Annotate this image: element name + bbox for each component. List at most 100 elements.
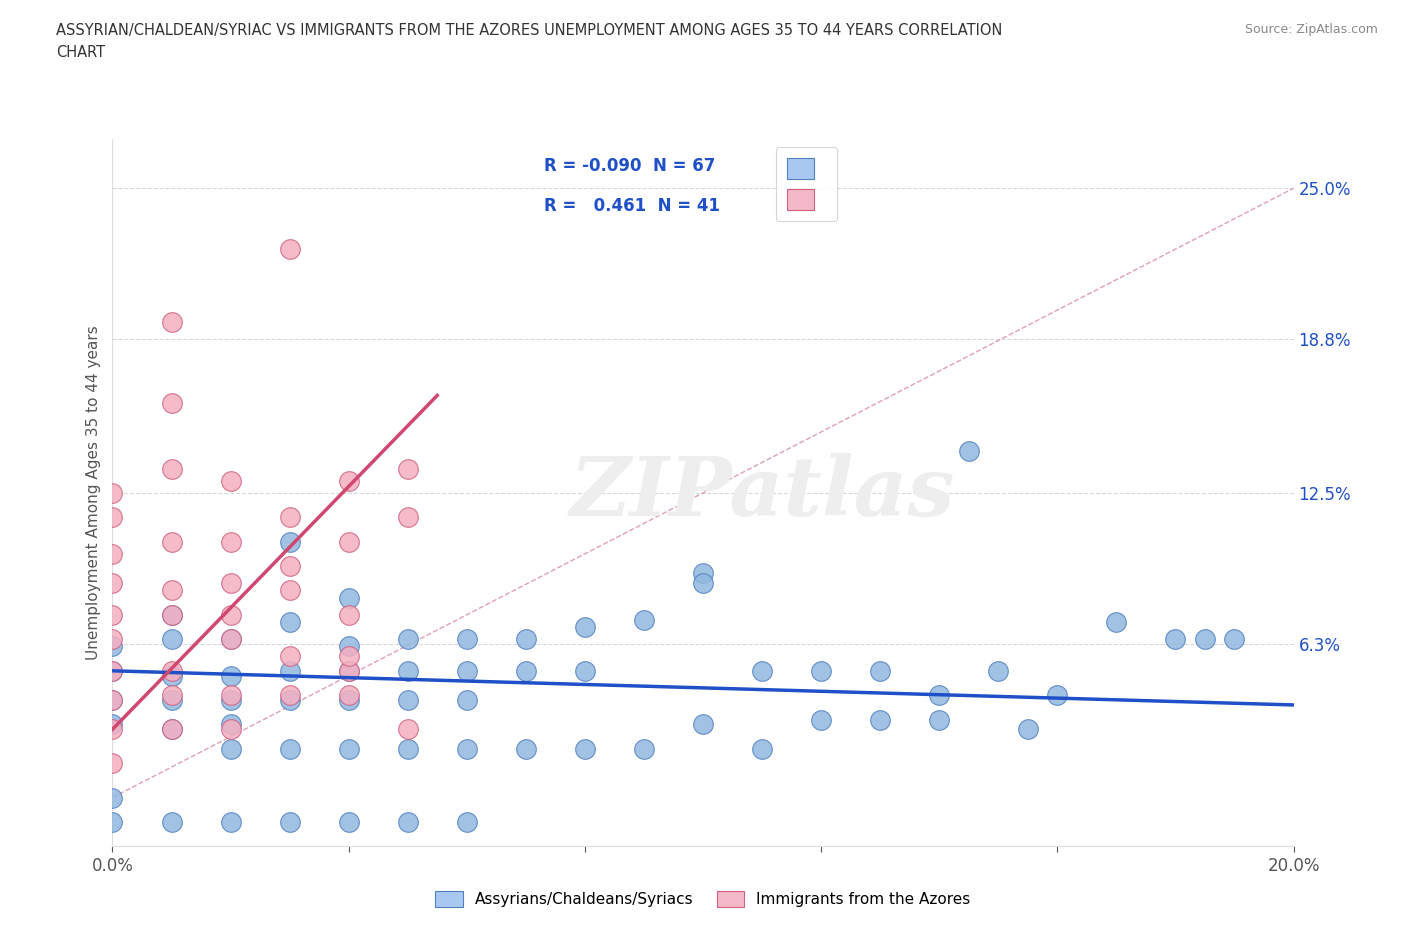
Point bbox=[1164, 631, 1187, 646]
Point bbox=[515, 663, 537, 678]
Point bbox=[101, 693, 124, 708]
Point bbox=[101, 639, 124, 654]
Point bbox=[160, 607, 183, 622]
Point bbox=[396, 631, 419, 646]
Point bbox=[160, 693, 183, 708]
Point bbox=[219, 722, 242, 737]
Point bbox=[1223, 631, 1246, 646]
Point bbox=[160, 395, 183, 410]
Point bbox=[987, 663, 1010, 678]
Point bbox=[337, 663, 360, 678]
Point bbox=[160, 631, 183, 646]
Point bbox=[101, 722, 124, 737]
Point bbox=[1194, 631, 1216, 646]
Point bbox=[928, 688, 950, 703]
Point bbox=[101, 631, 124, 646]
Point bbox=[278, 741, 301, 756]
Point bbox=[101, 756, 124, 771]
Point bbox=[574, 663, 596, 678]
Point bbox=[396, 510, 419, 525]
Point bbox=[692, 565, 714, 580]
Point bbox=[278, 663, 301, 678]
Point bbox=[219, 631, 242, 646]
Point bbox=[633, 741, 655, 756]
Point bbox=[278, 583, 301, 598]
Point bbox=[692, 576, 714, 591]
Point bbox=[101, 547, 124, 562]
Point bbox=[219, 534, 242, 549]
Point bbox=[219, 576, 242, 591]
Point bbox=[337, 663, 360, 678]
Point bbox=[751, 663, 773, 678]
Legend: Assyrians/Chaldeans/Syriacs, Immigrants from the Azores: Assyrians/Chaldeans/Syriacs, Immigrants … bbox=[429, 884, 977, 913]
Point bbox=[396, 693, 419, 708]
Point bbox=[869, 712, 891, 727]
Point bbox=[160, 669, 183, 684]
Point bbox=[396, 722, 419, 737]
Text: CHART: CHART bbox=[56, 45, 105, 60]
Point bbox=[160, 583, 183, 598]
Point bbox=[160, 663, 183, 678]
Point bbox=[160, 461, 183, 476]
Point bbox=[810, 663, 832, 678]
Point bbox=[101, 510, 124, 525]
Point bbox=[456, 815, 478, 830]
Point bbox=[337, 815, 360, 830]
Point bbox=[1017, 722, 1039, 737]
Point bbox=[692, 717, 714, 732]
Point bbox=[928, 712, 950, 727]
Point bbox=[337, 741, 360, 756]
Point bbox=[574, 619, 596, 634]
Point bbox=[456, 631, 478, 646]
Point bbox=[219, 741, 242, 756]
Text: Source: ZipAtlas.com: Source: ZipAtlas.com bbox=[1244, 23, 1378, 36]
Point bbox=[278, 649, 301, 664]
Point bbox=[337, 473, 360, 488]
Point bbox=[278, 510, 301, 525]
Point bbox=[101, 717, 124, 732]
Point bbox=[278, 559, 301, 574]
Point bbox=[160, 722, 183, 737]
Point bbox=[101, 663, 124, 678]
Point bbox=[160, 688, 183, 703]
Point bbox=[396, 741, 419, 756]
Point bbox=[101, 663, 124, 678]
Point bbox=[219, 815, 242, 830]
Point bbox=[751, 741, 773, 756]
Point bbox=[337, 688, 360, 703]
Text: ASSYRIAN/CHALDEAN/SYRIAC VS IMMIGRANTS FROM THE AZORES UNEMPLOYMENT AMONG AGES 3: ASSYRIAN/CHALDEAN/SYRIAC VS IMMIGRANTS F… bbox=[56, 23, 1002, 38]
Text: R = -0.090  N = 67: R = -0.090 N = 67 bbox=[544, 157, 714, 175]
Point bbox=[337, 639, 360, 654]
Point bbox=[278, 688, 301, 703]
Point bbox=[160, 607, 183, 622]
Point bbox=[101, 693, 124, 708]
Point bbox=[160, 315, 183, 330]
Point bbox=[396, 663, 419, 678]
Point bbox=[396, 461, 419, 476]
Point bbox=[101, 790, 124, 805]
Point bbox=[337, 534, 360, 549]
Point bbox=[219, 631, 242, 646]
Point bbox=[810, 712, 832, 727]
Point bbox=[278, 815, 301, 830]
Point bbox=[337, 607, 360, 622]
Point bbox=[101, 576, 124, 591]
Point bbox=[160, 815, 183, 830]
Point bbox=[219, 688, 242, 703]
Point bbox=[219, 693, 242, 708]
Text: ZIPatlas: ZIPatlas bbox=[569, 453, 955, 533]
Y-axis label: Unemployment Among Ages 35 to 44 years: Unemployment Among Ages 35 to 44 years bbox=[86, 326, 101, 660]
Point bbox=[456, 663, 478, 678]
Point bbox=[101, 815, 124, 830]
Point bbox=[278, 615, 301, 630]
Point bbox=[337, 591, 360, 605]
Point bbox=[337, 649, 360, 664]
Point bbox=[456, 741, 478, 756]
Point bbox=[1105, 615, 1128, 630]
Point bbox=[633, 612, 655, 627]
Point bbox=[278, 693, 301, 708]
Point bbox=[219, 669, 242, 684]
Point bbox=[219, 473, 242, 488]
Point bbox=[957, 444, 980, 458]
Point bbox=[160, 722, 183, 737]
